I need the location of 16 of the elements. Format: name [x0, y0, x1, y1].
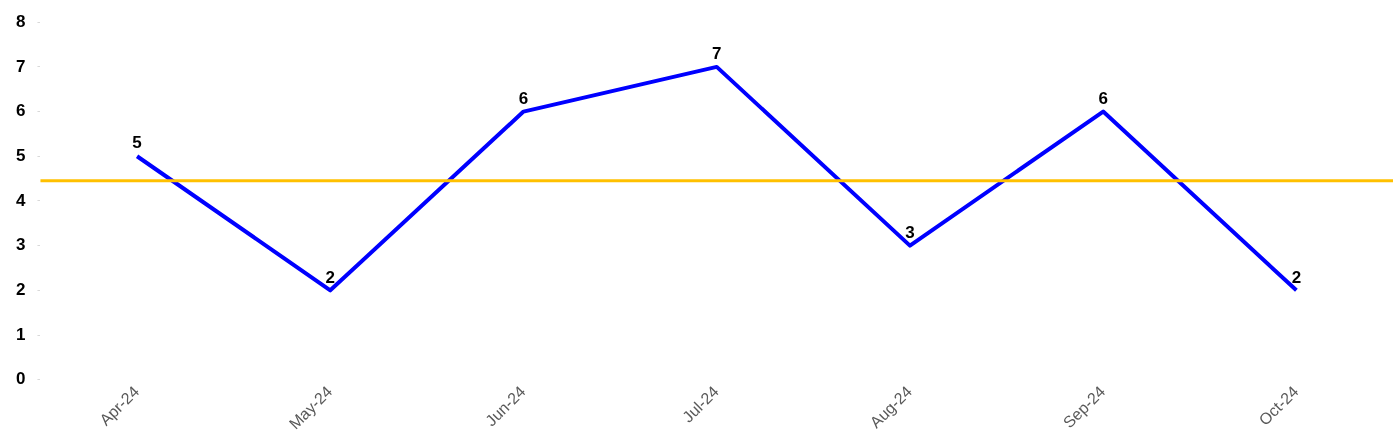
- data-label: 7: [711, 44, 722, 64]
- y-tick-label: 3: [15, 235, 26, 255]
- y-tick-label: 1: [15, 324, 26, 344]
- data-label: 6: [518, 88, 529, 108]
- y-tick-label: 5: [15, 145, 26, 165]
- y-tick-label: 7: [15, 56, 26, 76]
- data-label: 2: [325, 267, 336, 287]
- data-label: 2: [1291, 267, 1302, 287]
- y-tick-label: 4: [15, 190, 26, 210]
- data-label: 3: [905, 222, 915, 242]
- data-label: 5: [132, 133, 142, 153]
- y-tick-label: 2: [15, 280, 26, 300]
- y-tick-label: 8: [15, 11, 26, 31]
- y-tick-label: 6: [15, 101, 26, 121]
- y-tick-label: 0: [15, 369, 26, 389]
- data-label: 6: [1098, 88, 1108, 108]
